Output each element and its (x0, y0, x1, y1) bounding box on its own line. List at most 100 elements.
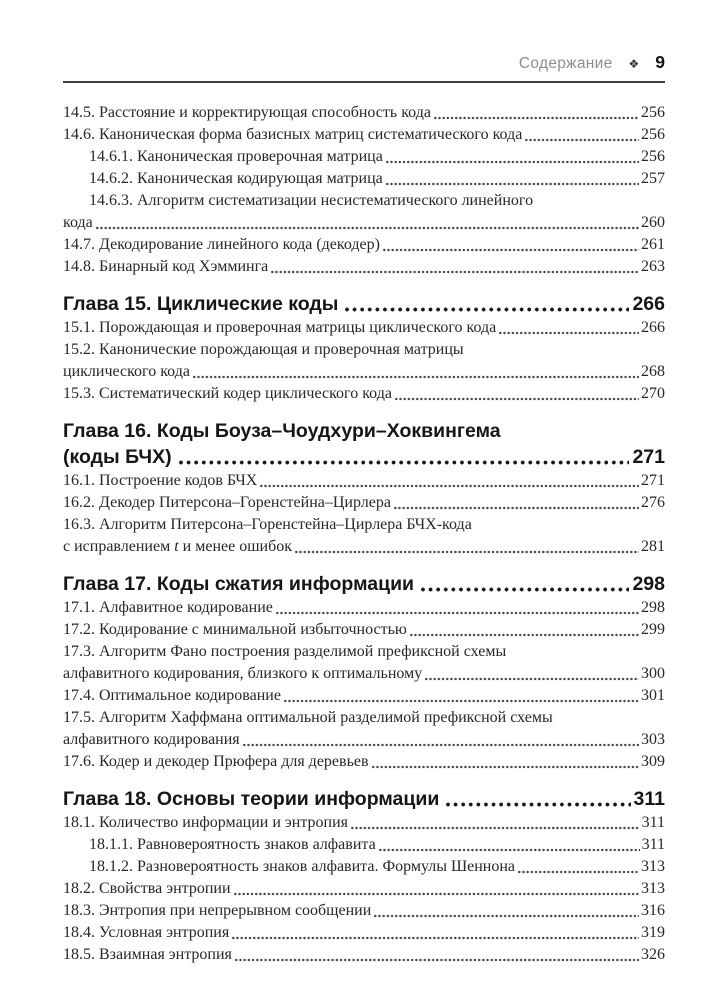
entry-title: 18.1.1. Равновероятность знаков алфавита (89, 836, 376, 853)
toc-entry-row: 14.6.1. Каноническая проверочная матрица… (63, 146, 665, 168)
dotted-leader (393, 505, 639, 511)
dotted-leader (499, 330, 639, 336)
toc-entry-row: 16.3. Алгоритм Питерсона–Горенстейна–Цир… (63, 514, 665, 536)
entry-title: 18.4. Условная энтропия (63, 924, 230, 941)
text-run: с исправлением (63, 538, 175, 555)
entry-title: 15.1. Порождающая и проверочная матрицы … (63, 319, 497, 336)
toc-entry-row: 14.6. Каноническая форма базисных матриц… (63, 124, 665, 146)
dotted-leader (95, 225, 639, 231)
toc-entry-row: 17.2. Кодирование с минимальной избыточн… (63, 619, 665, 641)
entry-title: 16.1. Построение кодов БЧХ (63, 472, 258, 489)
toc-entry-row: 18.3. Энтропия при непрерывном сообщении… (63, 900, 665, 922)
header-page-number: 9 (655, 52, 665, 72)
entry-title: с исправлением t и менее ошибок (63, 536, 292, 558)
toc-entry-row: 15.1. Порождающая и проверочная матрицы … (63, 317, 665, 339)
entry-title: 15.2. Канонические порождающая и проверо… (63, 341, 464, 358)
entry-title: 17.1. Алфавитное кодирование (63, 599, 273, 616)
chapter-title: Глава 15. Циклические коды (63, 293, 339, 315)
dotted-leader (421, 586, 630, 593)
page-number: 271 (641, 472, 665, 489)
page-number: 260 (641, 214, 665, 231)
page-number: 311 (633, 788, 665, 810)
dotted-leader (271, 269, 639, 275)
page-number: 316 (641, 902, 665, 919)
entry-title: алфавитного кодирования, близкого к опти… (63, 665, 423, 682)
entry-title: алфавитного кодирования (63, 731, 240, 748)
page-number: 301 (641, 687, 665, 704)
math-var: t (174, 538, 179, 555)
dotted-leader (345, 306, 630, 313)
toc-entry-row: 18.1.1. Равновероятность знаков алфавита… (63, 834, 665, 856)
dotted-leader (378, 847, 640, 853)
toc-entry-row: алфавитного кодирования 303 (63, 729, 665, 751)
page-number: 300 (641, 665, 665, 682)
page-number: 256 (641, 148, 665, 165)
page-number: 311 (641, 814, 665, 831)
toc-entry-row: 18.4. Условная энтропия 319 (63, 922, 665, 944)
dotted-leader (518, 869, 639, 875)
dotted-leader (525, 137, 639, 143)
page-number: 309 (641, 753, 665, 770)
running-title: Содержание (518, 55, 613, 72)
entry-title: 14.6. Каноническая форма базисных матриц… (63, 126, 523, 143)
entry-title: 14.8. Бинарный код Хэмминга (63, 258, 269, 275)
page-number: 271 (632, 446, 665, 468)
toc-chapter-row: Глава 17. Коды сжатия информации 298 (63, 571, 665, 597)
page-number: 261 (641, 236, 665, 253)
toc-entry-row: циклического кода 268 (63, 361, 665, 383)
toc-entry-row: с исправлением t и менее ошибок 281 (63, 536, 665, 558)
toc-entry-row: алфавитного кодирования, близкого к опти… (63, 663, 665, 685)
toc-entry-row: 15.2. Канонические порождающая и проверо… (63, 339, 665, 361)
toc-entry-row: кода 260 (63, 212, 665, 234)
page-number: 256 (641, 126, 665, 143)
chapter-title: Глава 17. Коды сжатия информации (63, 573, 415, 595)
toc-chapter-row: (коды БЧХ) 271 (63, 444, 665, 470)
entry-title: 17.3. Алгоритм Фано построения разделимо… (63, 643, 507, 660)
page-number: 263 (641, 258, 665, 275)
dotted-leader (283, 698, 639, 704)
page-number: 281 (641, 538, 665, 555)
toc-entry-row: 17.3. Алгоритм Фано построения разделимо… (63, 641, 665, 663)
page-number: 257 (641, 170, 665, 187)
diamond-ornament-icon: ❖ (628, 57, 640, 71)
dotted-leader (242, 742, 639, 748)
toc-entry-row: 14.6.3. Алгоритм систематизации несистем… (63, 190, 665, 212)
dotted-leader (446, 801, 631, 808)
entry-title: 16.3. Алгоритм Питерсона–Горенстейна–Цир… (63, 516, 472, 533)
dotted-leader (295, 549, 639, 555)
dotted-leader (382, 247, 639, 253)
page-number: 299 (641, 621, 665, 638)
dotted-leader (394, 396, 639, 402)
dotted-leader (275, 610, 639, 616)
page-number: 266 (632, 293, 665, 315)
dotted-leader (371, 764, 639, 770)
entry-title: циклического кода (63, 363, 190, 380)
dotted-leader (433, 115, 639, 121)
page-number: 303 (641, 731, 665, 748)
dotted-leader (178, 459, 630, 466)
toc-chapter-row: Глава 18. Основы теории информации 311 (63, 786, 665, 812)
dotted-leader (351, 825, 640, 831)
dotted-leader (409, 632, 639, 638)
entry-title: 17.4. Оптимальное кодирование (63, 687, 281, 704)
entry-title: 17.5. Алгоритм Хаффмана оптимальной разд… (63, 709, 553, 726)
page-number: 298 (641, 599, 665, 616)
chapter-title: Глава 18. Основы теории информации (63, 788, 440, 810)
entry-title: 18.3. Энтропия при непрерывном сообщении (63, 902, 372, 919)
toc-entry-row: 17.4. Оптимальное кодирование 301 (63, 685, 665, 707)
page-number: 326 (641, 946, 665, 963)
toc-chapter-row: Глава 16. Коды Боуза–Чоудхури–Хоквингема (63, 418, 665, 444)
toc-entry-row: 16.1. Построение кодов БЧХ 271 (63, 470, 665, 492)
toc-entry-row: 17.5. Алгоритм Хаффмана оптимальной разд… (63, 707, 665, 729)
toc-entry-row: 18.1. Количество информации и энтропия 31… (63, 812, 665, 834)
toc-entry-row: 16.2. Декодер Питерсона–Горенстейна–Цирл… (63, 492, 665, 514)
entry-title: кода (63, 214, 93, 231)
entry-title: 14.6.2. Каноническая кодирующая матрица (89, 170, 383, 187)
page-number: 319 (641, 924, 665, 941)
entry-title: 18.2. Свойства энтропии (63, 880, 231, 897)
page-number: 270 (641, 385, 665, 402)
page-number: 266 (641, 319, 665, 336)
dotted-leader (385, 181, 639, 187)
dotted-leader (234, 957, 639, 963)
page-number: 298 (632, 573, 665, 595)
